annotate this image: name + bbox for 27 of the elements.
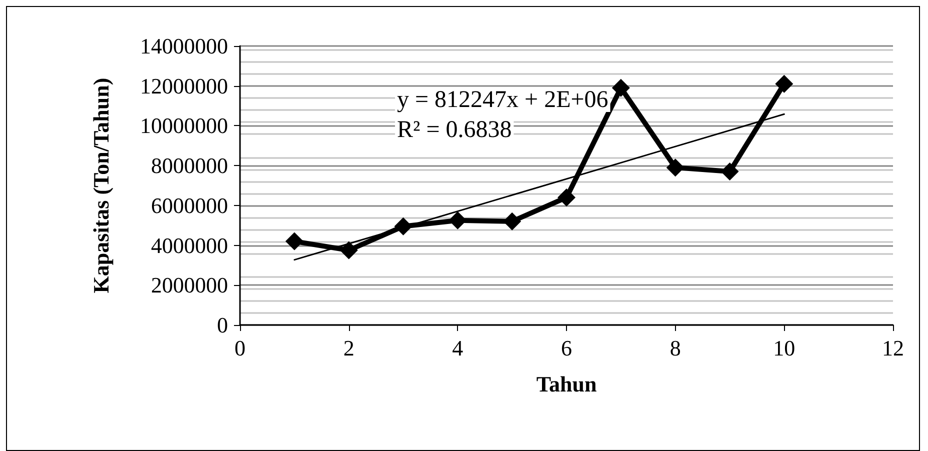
y-tick-label: 0 (217, 312, 228, 338)
x-tick-label: 10 (773, 336, 796, 360)
x-tick-label: 2 (343, 336, 354, 360)
y-tick-label: 10000000 (140, 113, 228, 138)
point (775, 74, 794, 93)
x-axis-title: Tahun (536, 372, 597, 396)
annotation: R² = 0.6838 (396, 117, 512, 143)
x-tick-label: 8 (670, 336, 681, 360)
x-tick-label: 4 (452, 336, 464, 360)
x-tick-label: 6 (561, 336, 572, 360)
point (558, 188, 576, 206)
point (503, 212, 522, 230)
y-axis-title: Kapasitas (Ton/Tahun) (88, 78, 114, 294)
y-tick-label: 4000000 (151, 232, 228, 258)
point (666, 158, 684, 177)
point (285, 232, 304, 250)
y-tick-label: 8000000 (151, 153, 228, 178)
point (340, 241, 358, 260)
point (612, 78, 630, 97)
y-tick-label: 12000000 (140, 73, 228, 98)
annotation: y = 812247x + 2E+06 (397, 87, 608, 113)
y-tick-label: 2000000 (151, 272, 228, 298)
y-tick-label: 14000000 (140, 34, 228, 58)
y-tick-label: 6000000 (151, 192, 228, 218)
point (720, 162, 739, 181)
x-tick-label: 12 (882, 336, 904, 360)
x-tick-label: 0 (234, 336, 246, 360)
